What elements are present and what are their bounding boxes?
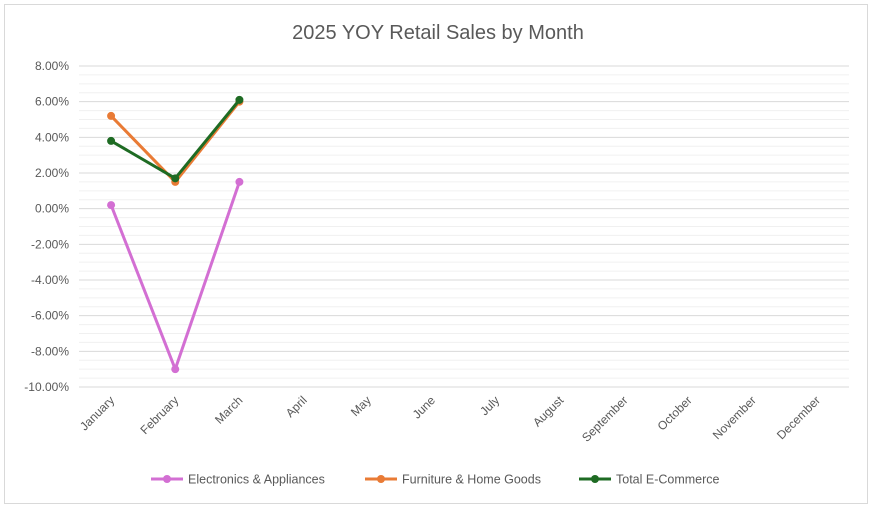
series-group <box>107 95 244 183</box>
data-point <box>171 365 180 374</box>
y-tick-label: -6.00% <box>31 309 69 323</box>
legend-item: Total E-Commerce <box>579 473 720 487</box>
x-tick-label: August <box>530 393 567 430</box>
x-tick-label: March <box>212 393 245 426</box>
legend-label: Total E-Commerce <box>616 473 720 487</box>
data-point <box>235 177 244 186</box>
y-tick-label: -10.00% <box>24 380 69 394</box>
legend-label: Furniture & Home Goods <box>402 473 541 487</box>
data-point <box>171 174 180 183</box>
legend: Electronics & Appliances Furniture & Home… <box>151 473 720 487</box>
x-tick-label: September <box>579 393 630 444</box>
legend-item: Furniture & Home Goods <box>365 473 541 487</box>
data-point <box>107 136 116 145</box>
series-line <box>109 100 241 184</box>
y-tick-label: 0.00% <box>35 202 69 216</box>
legend-swatch-marker <box>591 475 599 483</box>
x-tick-label: April <box>283 393 310 420</box>
y-tick-label: -8.00% <box>31 344 69 358</box>
x-axis-tick-labels: January February March April May June July Augu… <box>77 393 823 445</box>
x-tick-label: December <box>774 393 823 442</box>
data-point <box>235 95 244 104</box>
gridlines <box>79 65 849 388</box>
series-group <box>107 177 244 374</box>
data-point <box>107 201 116 210</box>
x-tick-label: February <box>138 393 182 437</box>
x-tick-label: June <box>410 393 439 422</box>
y-tick-label: -2.00% <box>31 237 69 251</box>
y-axis-tick-labels: 8.00% 6.00% 4.00% 2.00% 0.00% -2.00% -4.00% -6.… <box>24 59 69 394</box>
x-tick-label: July <box>477 393 502 418</box>
series-lines <box>107 95 244 374</box>
chart-container: 2025 YOY Retail Sales by Month 8.00% 6.00… <box>4 4 868 504</box>
y-tick-label: 8.00% <box>35 59 69 73</box>
series-line <box>109 98 241 180</box>
legend-swatch-marker <box>163 475 171 483</box>
y-tick-label: 4.00% <box>35 130 69 144</box>
x-tick-label: October <box>655 393 695 433</box>
legend-item: Electronics & Appliances <box>151 473 325 487</box>
x-tick-label: November <box>710 393 759 442</box>
series-line <box>109 180 241 371</box>
legend-label: Electronics & Appliances <box>188 473 325 487</box>
x-tick-label: May <box>348 393 374 419</box>
line-chart: 2025 YOY Retail Sales by Month 8.00% 6.00… <box>24 22 849 487</box>
data-point <box>107 111 116 120</box>
x-tick-label: January <box>77 393 117 433</box>
y-tick-label: -4.00% <box>31 273 69 287</box>
y-tick-label: 2.00% <box>35 166 69 180</box>
y-tick-label: 6.00% <box>35 95 69 109</box>
chart-title: 2025 YOY Retail Sales by Month <box>292 22 584 44</box>
legend-swatch-marker <box>377 475 385 483</box>
